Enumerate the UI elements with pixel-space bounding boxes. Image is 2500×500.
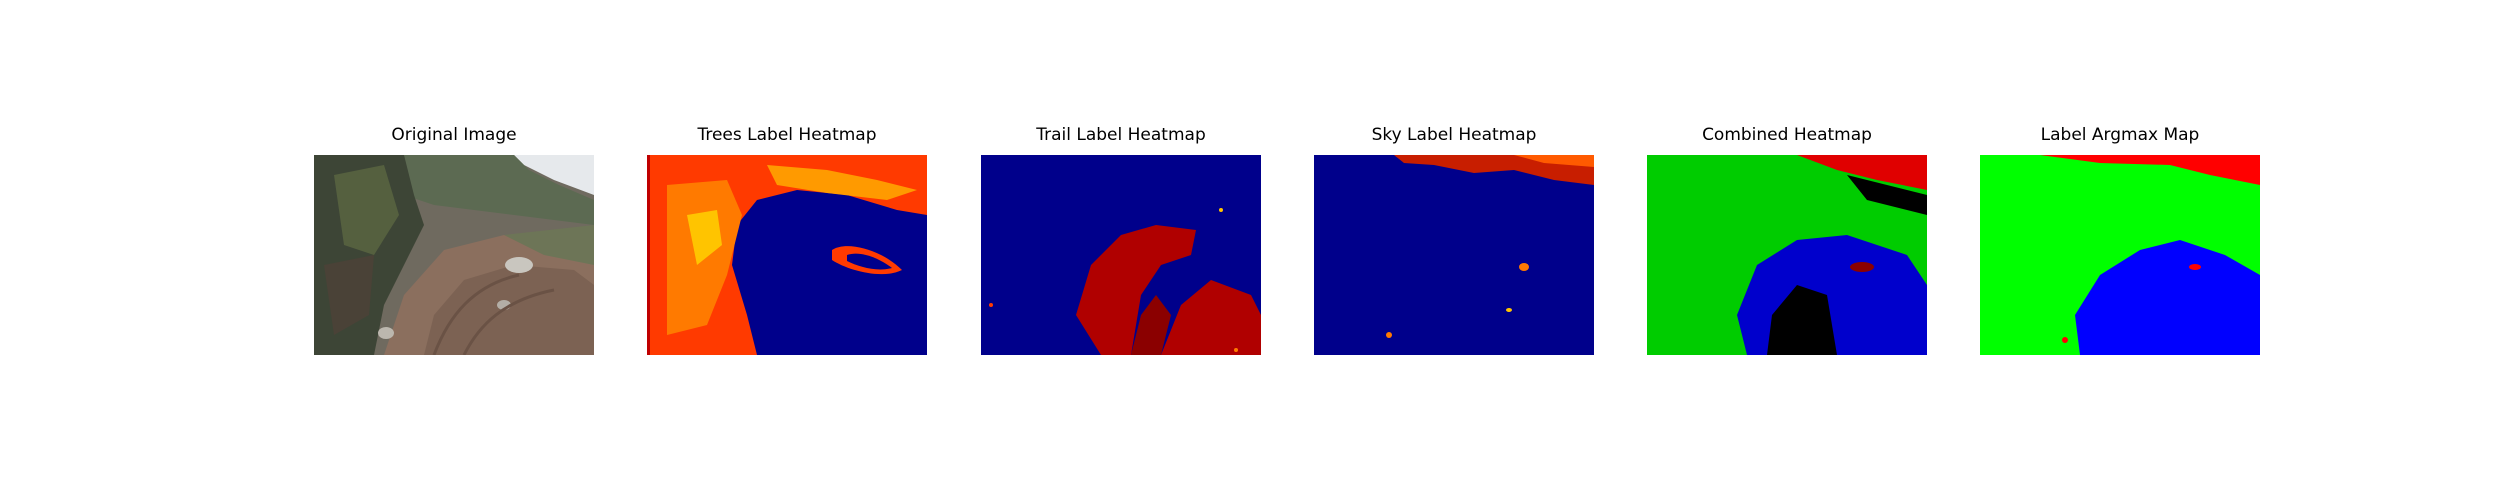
combined-heatmap — [1647, 155, 1927, 355]
original-trail-photo — [314, 155, 594, 355]
trees-label-heatmap — [647, 155, 927, 355]
panel-title: Combined Heatmap — [1702, 125, 1872, 145]
label-argmax-map — [1980, 155, 2260, 355]
panel-title: Sky Label Heatmap — [1371, 125, 1537, 145]
panel-title: Original Image — [391, 125, 517, 145]
sky-label-heatmap — [1314, 155, 1594, 355]
trail-label-heatmap — [981, 155, 1261, 355]
panel-title: Trail Label Heatmap — [1036, 125, 1206, 145]
panel-title: Trees Label Heatmap — [697, 125, 877, 145]
panel-title: Label Argmax Map — [2040, 125, 2200, 145]
